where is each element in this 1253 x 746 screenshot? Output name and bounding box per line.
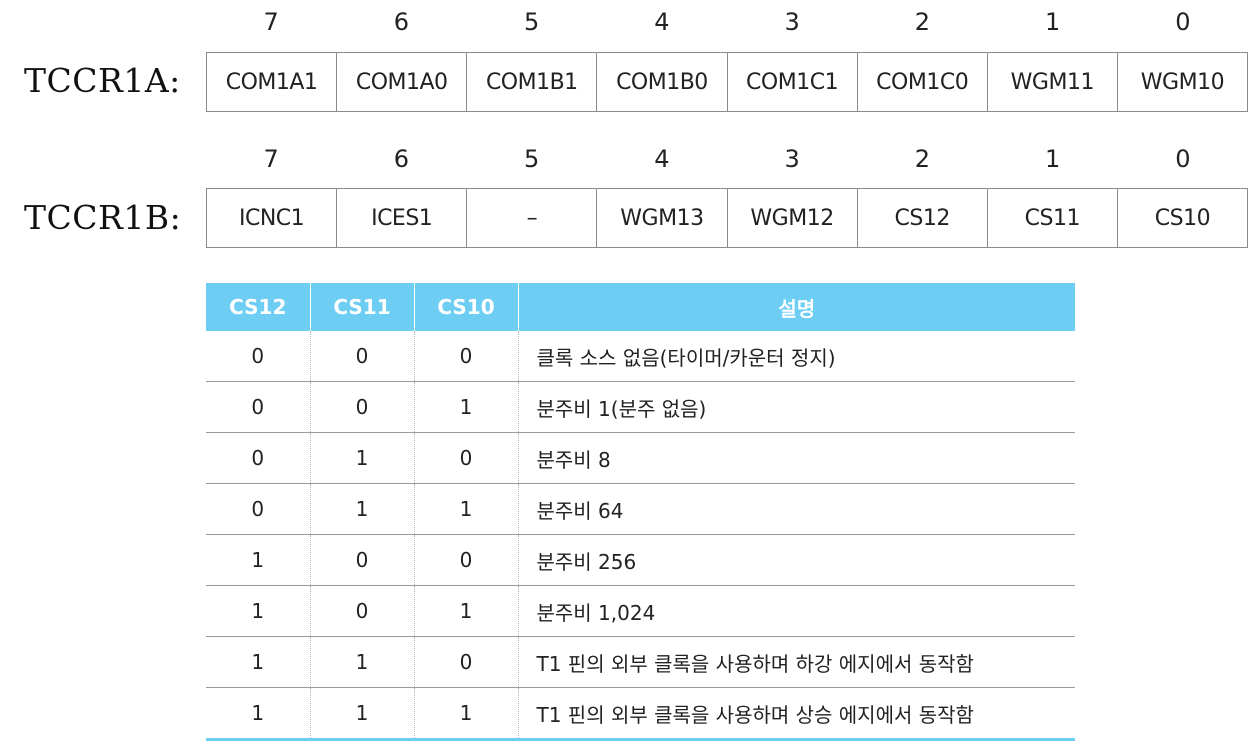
table-row: 1 0 0 분주비 256 <box>206 534 1075 586</box>
cell-cs12: 0 <box>206 483 311 535</box>
table-row: 0 1 0 분주비 8 <box>206 432 1075 484</box>
cell-cs11: 0 <box>310 381 415 433</box>
cell-description: 분주비 64 <box>518 483 1075 535</box>
cell-cs11: 1 <box>310 636 415 688</box>
register-bit: COM1A0 <box>337 53 468 111</box>
cell-cs12: 1 <box>206 534 311 586</box>
cell-cs11: 0 <box>310 585 415 637</box>
register-bit: WGM11 <box>988 53 1118 111</box>
cell-cs11: 1 <box>310 432 415 484</box>
cell-cs11: 1 <box>310 687 415 741</box>
cell-cs10: 0 <box>414 331 519 382</box>
table-row: 0 0 0 클록 소스 없음(타이머/카운터 정지) <box>206 331 1075 382</box>
register-bit: COM1A1 <box>207 53 338 111</box>
bit-number: 5 <box>523 8 540 36</box>
cell-cs10: 1 <box>414 381 519 433</box>
cell-description: 분주비 8 <box>518 432 1075 484</box>
register-bit: CS12 <box>858 189 988 247</box>
cell-description: 분주비 1,024 <box>518 585 1075 637</box>
cell-cs11: 0 <box>310 331 415 382</box>
bit-number: 5 <box>523 145 540 173</box>
bit-number: 0 <box>1175 8 1191 36</box>
tccr1b-bit-numbers: 7 6 5 4 3 2 1 0 <box>206 147 1248 171</box>
bit-number: 7 <box>263 8 279 36</box>
cell-description: T1 핀의 외부 클록을 사용하며 하강 에지에서 동작함 <box>518 636 1075 688</box>
register-bit: ICNC1 <box>207 189 338 247</box>
cell-description: 클록 소스 없음(타이머/카운터 정지) <box>518 331 1075 382</box>
cell-cs11: 0 <box>310 534 415 586</box>
cell-description: 분주비 1(분주 없음) <box>518 381 1075 433</box>
bit-number: 2 <box>914 145 931 173</box>
bit-number: 3 <box>784 145 800 173</box>
bit-number: 7 <box>263 145 279 173</box>
register-bit: COM1C0 <box>858 53 988 111</box>
register-bit: ICES1 <box>337 189 468 247</box>
header-cs12: CS12 <box>206 283 311 331</box>
register-bit: COM1B0 <box>597 53 728 111</box>
register-bit: COM1B1 <box>467 53 598 111</box>
register-bit: CS11 <box>988 189 1118 247</box>
register-bit: CS10 <box>1154 205 1211 231</box>
cell-cs12: 0 <box>206 331 311 382</box>
cell-cs12: 1 <box>206 585 311 637</box>
bit-number: 0 <box>1175 145 1191 173</box>
cell-description: T1 핀의 외부 클록을 사용하며 상승 에지에서 동작함 <box>518 687 1075 741</box>
cell-description: 분주비 256 <box>518 534 1075 586</box>
cell-cs12: 1 <box>206 687 311 741</box>
bit-number: 4 <box>654 145 670 173</box>
cell-cs10: 0 <box>414 636 519 688</box>
tccr1a-label: TCCR1A: <box>24 61 181 100</box>
register-bit: WGM13 <box>597 189 728 247</box>
bit-number: 1 <box>1044 8 1061 36</box>
cell-cs10: 0 <box>414 534 519 586</box>
bit-number: 2 <box>914 8 931 36</box>
cell-cs12: 0 <box>206 381 311 433</box>
bit-number: 1 <box>1044 145 1061 173</box>
table-row: 0 0 1 분주비 1(분주 없음) <box>206 381 1075 433</box>
header-cs10: CS10 <box>414 283 519 331</box>
table-row: 0 1 1 분주비 64 <box>206 483 1075 535</box>
header-cs11: CS11 <box>310 283 415 331</box>
bit-number: 3 <box>784 8 800 36</box>
cell-cs12: 0 <box>206 432 311 484</box>
register-bit: COM1C1 <box>728 53 858 111</box>
cell-cs10: 0 <box>414 432 519 484</box>
tccr1b-register: ICNC1 ICES1 – WGM13 WGM12 CS12 CS11 CS10 <box>206 188 1248 248</box>
bit-number: 6 <box>393 8 410 36</box>
table-header-row: CS12 CS11 CS10 설명 <box>206 283 1075 331</box>
cell-cs10: 1 <box>414 585 519 637</box>
tccr1a-bit-numbers: 7 6 5 4 3 2 1 0 <box>206 10 1248 34</box>
header-description: 설명 <box>518 283 1075 331</box>
clock-select-table: CS12 CS11 CS10 설명 0 0 0 클록 소스 없음(타이머/카운터… <box>206 283 1075 741</box>
register-bit: WGM12 <box>728 189 858 247</box>
bit-number: 4 <box>654 8 670 36</box>
cell-cs10: 1 <box>414 483 519 535</box>
register-bit: – <box>467 189 598 247</box>
tccr1a-register: COM1A1 COM1A0 COM1B1 COM1B0 COM1C1 COM1C… <box>206 52 1248 112</box>
bit-number: 6 <box>393 145 410 173</box>
table-row: 1 1 1 T1 핀의 외부 클록을 사용하며 상승 에지에서 동작함 <box>206 687 1075 741</box>
tccr1b-label: TCCR1B: <box>24 198 182 237</box>
cell-cs11: 1 <box>310 483 415 535</box>
cell-cs10: 1 <box>414 687 519 741</box>
table-row: 1 1 0 T1 핀의 외부 클록을 사용하며 하강 에지에서 동작함 <box>206 636 1075 688</box>
cell-cs12: 1 <box>206 636 311 688</box>
table-row: 1 0 1 분주비 1,024 <box>206 585 1075 637</box>
register-bit: WGM10 <box>1140 69 1225 95</box>
